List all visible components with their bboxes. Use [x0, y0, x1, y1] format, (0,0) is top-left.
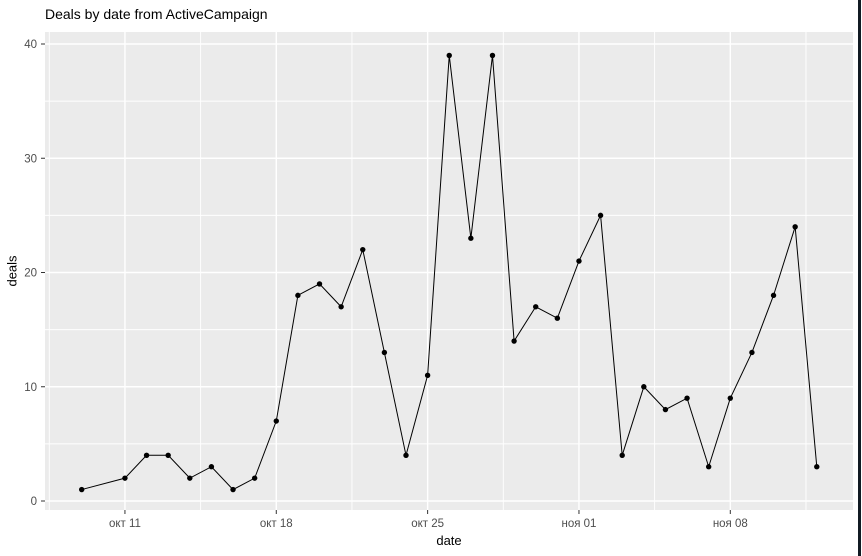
x-axis-tick-label: ноя 08	[713, 518, 748, 530]
data-point	[187, 475, 193, 481]
data-point	[662, 406, 669, 413]
y-axis-tick-label: 0	[31, 496, 37, 508]
data-point	[251, 475, 258, 481]
data-point	[814, 464, 820, 470]
data-point	[705, 464, 712, 470]
data-point	[597, 212, 604, 219]
data-point	[381, 349, 388, 356]
data-point	[468, 235, 474, 241]
data-point	[792, 224, 798, 230]
y-axis-tick-label: 40	[24, 39, 37, 51]
data-point	[230, 486, 236, 493]
data-point	[641, 384, 647, 390]
data-point	[122, 475, 128, 481]
data-point	[208, 464, 215, 470]
data-point	[749, 349, 755, 356]
data-point	[295, 292, 301, 299]
window-border	[858, 0, 861, 556]
y-axis-tick-label: 10	[24, 382, 37, 394]
data-point	[511, 338, 517, 344]
data-point	[273, 418, 279, 424]
data-point	[533, 304, 539, 310]
data-point	[554, 315, 561, 321]
y-axis-tick-label: 20	[24, 268, 37, 280]
data-point	[143, 452, 150, 458]
x-axis-tick-label: ноя 01	[561, 518, 596, 530]
data-point	[619, 452, 625, 458]
data-point	[446, 52, 452, 59]
data-point	[770, 292, 777, 299]
data-point	[338, 304, 344, 310]
x-axis-tick-label: окт 11	[109, 518, 141, 530]
y-axis-title: deals	[4, 255, 20, 287]
x-axis-tick-label: окт 18	[260, 518, 293, 530]
data-point	[316, 281, 323, 287]
x-axis-tick-label: окт 25	[411, 518, 444, 530]
data-point	[403, 452, 409, 458]
chart-title: Deals by date from ActiveCampaign	[45, 6, 268, 22]
data-point	[79, 486, 85, 493]
y-axis-tick-label: 30	[24, 153, 37, 165]
data-point	[424, 372, 431, 379]
x-axis-title: date	[436, 533, 462, 548]
data-point	[576, 258, 582, 264]
data-point	[727, 395, 733, 401]
data-point	[489, 52, 496, 59]
data-point	[165, 452, 171, 458]
plot-panel	[45, 32, 853, 510]
data-point	[684, 395, 690, 401]
series-line	[81, 55, 818, 491]
data-point	[360, 246, 366, 253]
